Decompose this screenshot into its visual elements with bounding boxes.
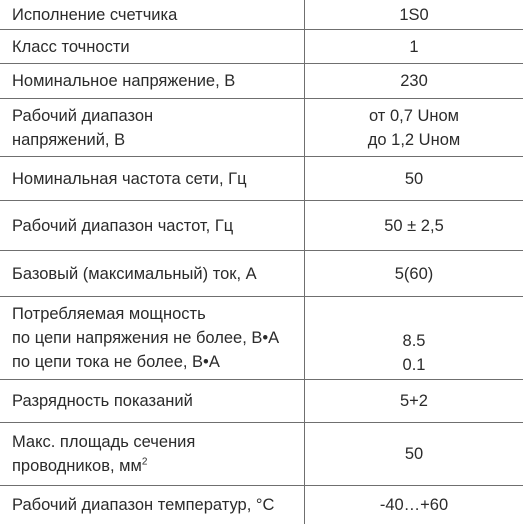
spec-value-line: 50	[404, 169, 424, 188]
spec-label-line: Макс. площадь сечения	[12, 433, 196, 451]
spec-value-line: от 0,7 Uном	[368, 106, 460, 125]
spec-label: Потребляемая мощность по цепи напряжения…	[0, 297, 305, 379]
table-row: Номинальная частота сети, Гц 50	[0, 157, 523, 201]
spec-label-line: Класс точности	[12, 37, 130, 56]
spec-value-line: 50	[404, 445, 424, 463]
spec-value: 5+2	[305, 380, 523, 422]
spec-label-line: Рабочий диапазон	[12, 106, 154, 125]
spec-value-line: 5(60)	[394, 264, 434, 283]
spec-label: Исполнение счетчика	[0, 0, 305, 29]
spec-label-line: Рабочий диапазон частот, Гц	[12, 216, 234, 235]
table-row: Рабочий диапазон температур, °С -40…+60	[0, 486, 523, 524]
spec-label: Рабочий диапазон температур, °С	[0, 486, 305, 524]
spec-label: Макс. площадь сечения проводников, мм2	[0, 423, 305, 485]
spec-value: -40…+60	[305, 486, 523, 524]
spec-value-line: 1S0	[399, 5, 429, 24]
spec-label: Номинальное напряжение, В	[0, 64, 305, 98]
table-row: Макс. площадь сечения проводников, мм2 5…	[0, 423, 523, 486]
spec-value: 8.5 0.1	[305, 297, 523, 379]
table-row: Номинальное напряжение, В 230	[0, 64, 523, 99]
spec-label-line: Базовый (максимальный) ток, А	[12, 264, 257, 283]
spec-label-text: проводников, мм	[12, 457, 142, 475]
spec-value-line: -40…+60	[379, 496, 449, 514]
spec-label: Номинальная частота сети, Гц	[0, 157, 305, 200]
spec-label-line: по цепи тока не более, В•А	[12, 353, 220, 371]
spec-label-line: напряжений, В	[12, 130, 126, 149]
table-row: Потребляемая мощность по цепи напряжения…	[0, 297, 523, 380]
spec-value: 50	[305, 157, 523, 200]
table-row: Рабочий диапазон частот, Гц 50 ± 2,5	[0, 201, 523, 251]
spec-value: от 0,7 Uном до 1,2 Uном	[305, 99, 523, 156]
spec-value: 50	[305, 423, 523, 485]
spec-label-line: Исполнение счетчика	[12, 5, 178, 24]
spec-value: 1S0	[305, 0, 523, 29]
spec-value-line: 8.5	[402, 332, 426, 350]
spec-label: Рабочий диапазон напряжений, В	[0, 99, 305, 156]
spec-value-line: до 1,2 Uном	[367, 130, 461, 149]
spec-value-line: 0.1	[402, 356, 426, 374]
spec-value: 50 ± 2,5	[305, 201, 523, 250]
table-row: Класс точности 1	[0, 30, 523, 64]
spec-label-line: проводников, мм2	[12, 454, 304, 478]
spec-value-line: 50 ± 2,5	[384, 216, 444, 235]
spec-value-line: 5+2	[400, 392, 428, 410]
spec-label-line: Номинальное напряжение, В	[12, 72, 236, 90]
spec-value: 5(60)	[305, 251, 523, 296]
table-row: Базовый (максимальный) ток, А 5(60)	[0, 251, 523, 297]
spec-value: 1	[305, 30, 523, 63]
spec-label-line: Потребляемая мощность	[12, 305, 206, 323]
table-row: Исполнение счетчика 1S0	[0, 0, 523, 30]
spec-value: 230	[305, 64, 523, 98]
spec-value-line: 1	[409, 37, 419, 56]
table-row: Рабочий диапазон напряжений, В от 0,7 Uн…	[0, 99, 523, 157]
spec-label-line: по цепи напряжения не более, В•А	[12, 329, 280, 347]
table-row: Разрядность показаний 5+2	[0, 380, 523, 423]
spec-label: Класс точности	[0, 30, 305, 63]
spec-label-line: Разрядность показаний	[12, 392, 193, 410]
spec-label: Рабочий диапазон частот, Гц	[0, 201, 305, 250]
spec-label: Разрядность показаний	[0, 380, 305, 422]
spec-label-line: Номинальная частота сети, Гц	[12, 169, 247, 188]
spec-label-line: Рабочий диапазон температур, °С	[12, 496, 275, 514]
spec-label: Базовый (максимальный) ток, А	[0, 251, 305, 296]
spec-value-line: 230	[400, 72, 428, 90]
superscript: 2	[141, 456, 148, 468]
